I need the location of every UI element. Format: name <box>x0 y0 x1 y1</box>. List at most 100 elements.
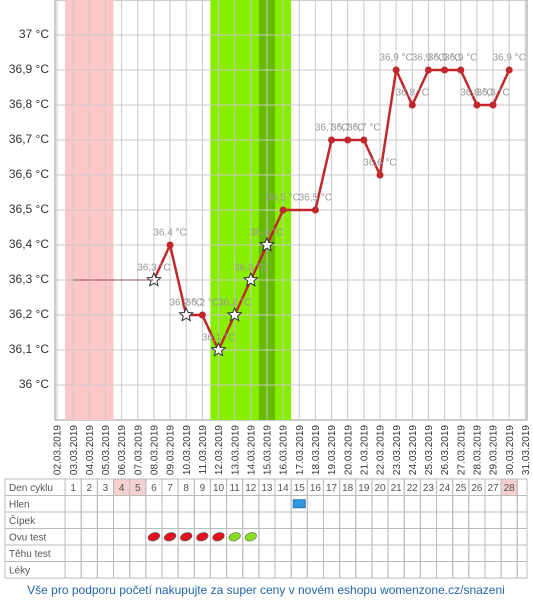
ovu-test-mark <box>228 532 241 542</box>
row-label: Ovu test <box>9 532 46 543</box>
data-label: 36,4 °C <box>153 228 186 239</box>
cycle-day: 16 <box>310 483 322 494</box>
data-label: 36,8 °C <box>460 88 493 99</box>
cycle-day: 23 <box>423 483 435 494</box>
x-tick-label: 28.03.2019 <box>473 425 484 475</box>
x-tick-label: 19.03.2019 <box>327 425 338 475</box>
dot-marker <box>473 101 481 109</box>
x-tick-label: 29.03.2019 <box>489 425 500 475</box>
data-label: 36,5 °C <box>266 193 299 204</box>
data-label: 36,9 °C <box>444 53 477 64</box>
row-label: Čípek <box>9 514 36 527</box>
x-tick-label: 06.03.2019 <box>117 425 128 475</box>
x-tick-label: 30.03.2019 <box>505 425 516 475</box>
cycle-day: 14 <box>278 483 290 494</box>
x-tick-label: 14.03.2019 <box>246 425 257 475</box>
star-marker <box>178 306 195 322</box>
x-tick-label: 03.03.2019 <box>69 425 80 475</box>
x-tick-label: 21.03.2019 <box>359 425 370 475</box>
data-label: 36,9 °C <box>379 53 412 64</box>
cycle-day: 8 <box>183 483 189 494</box>
dot-marker <box>198 311 206 319</box>
cycle-day: 2 <box>87 483 93 494</box>
star-marker <box>259 236 275 252</box>
ovu-test-mark <box>196 532 209 542</box>
data-label: 36,1 °C <box>202 333 235 344</box>
table-row <box>4 561 528 579</box>
data-label: 36,6 °C <box>363 158 396 169</box>
cycle-day: 27 <box>487 483 499 494</box>
cycle-day: 5 <box>135 483 141 494</box>
table-row <box>4 528 528 546</box>
dot-marker <box>457 66 465 74</box>
cycle-day: 12 <box>245 483 257 494</box>
cycle-day: 18 <box>342 483 354 494</box>
y-tick-label: 36,4 °C <box>9 237 49 251</box>
ovu-test-mark <box>212 532 225 542</box>
y-tick-label: 36,1 °C <box>9 342 49 356</box>
footer-link[interactable]: Vše pro podporu početí nakupujte za supe… <box>27 583 505 597</box>
cycle-day: 11 <box>229 483 240 494</box>
dot-marker <box>408 101 416 109</box>
data-label: 36,3 °C <box>137 263 170 274</box>
data-label: 36,7 °C <box>331 123 364 134</box>
cycle-day: 20 <box>374 483 386 494</box>
data-label: 36,7 °C <box>347 123 380 134</box>
y-tick-label: 36,2 °C <box>9 307 49 321</box>
row-label: Léky <box>9 565 30 576</box>
data-label: 36,8 °C <box>476 88 509 99</box>
dot-marker <box>166 241 174 249</box>
data-label: 36,3 °C <box>234 263 267 274</box>
cycle-day: 9 <box>200 483 206 494</box>
ovu-test-mark <box>180 532 193 542</box>
ovu-test-mark <box>163 532 177 542</box>
data-label: 36,4 °C <box>250 228 283 239</box>
data-label: 36,9 °C <box>492 53 525 64</box>
data-label: 36,7 °C <box>315 123 348 134</box>
dot-marker <box>360 136 368 144</box>
cycle-day: 1 <box>70 483 76 494</box>
x-tick-label: 18.03.2019 <box>311 425 322 475</box>
dot-marker <box>489 101 497 109</box>
data-label: 36,9 °C <box>428 53 461 64</box>
data-label: 36,2 °C <box>218 298 251 309</box>
y-tick-label: 37 °C <box>19 27 49 41</box>
data-label: 36,2 °C <box>169 298 202 309</box>
dot-marker <box>311 206 319 214</box>
x-tick-label: 02.03.2019 <box>53 425 64 475</box>
cycle-day: 13 <box>261 483 273 494</box>
y-tick-label: 36,6 °C <box>9 167 49 181</box>
dot-marker <box>279 206 287 214</box>
data-label: 36,8 °C <box>396 88 429 99</box>
y-tick-label: 36,5 °C <box>9 202 49 216</box>
x-tick-label: 17.03.2019 <box>295 425 306 475</box>
x-tick-label: 07.03.2019 <box>133 425 144 475</box>
dot-marker <box>376 171 384 179</box>
cycle-day: 17 <box>326 483 338 494</box>
data-label: 36,2 °C <box>186 298 219 309</box>
dot-marker <box>344 136 352 144</box>
y-tick-label: 36,3 °C <box>9 272 49 286</box>
cycle-day: 4 <box>119 483 125 494</box>
dot-marker <box>392 66 400 74</box>
x-tick-label: 05.03.2019 <box>101 425 112 475</box>
ovu-test-mark <box>147 532 160 542</box>
star-marker <box>242 271 259 287</box>
x-tick-label: 24.03.2019 <box>408 425 419 475</box>
ovu-test-mark <box>244 532 257 542</box>
data-label: 36,9 °C <box>412 53 445 64</box>
x-tick-label: 27.03.2019 <box>456 425 467 475</box>
x-tick-label: 12.03.2019 <box>214 425 225 475</box>
dot-marker <box>441 66 449 74</box>
row-label: Den cyklu <box>9 483 53 494</box>
row-label: Těhu test <box>9 549 51 560</box>
cycle-day: 28 <box>504 483 516 494</box>
y-tick-label: 36,7 °C <box>9 132 49 146</box>
cycle-day: 3 <box>103 483 109 494</box>
x-tick-label: 31.03.2019 <box>521 425 532 475</box>
x-tick-label: 25.03.2019 <box>424 425 435 475</box>
star-marker <box>226 306 243 322</box>
cycle-day: 6 <box>151 483 157 494</box>
cycle-day: 19 <box>358 483 370 494</box>
x-tick-label: 15.03.2019 <box>263 425 274 475</box>
